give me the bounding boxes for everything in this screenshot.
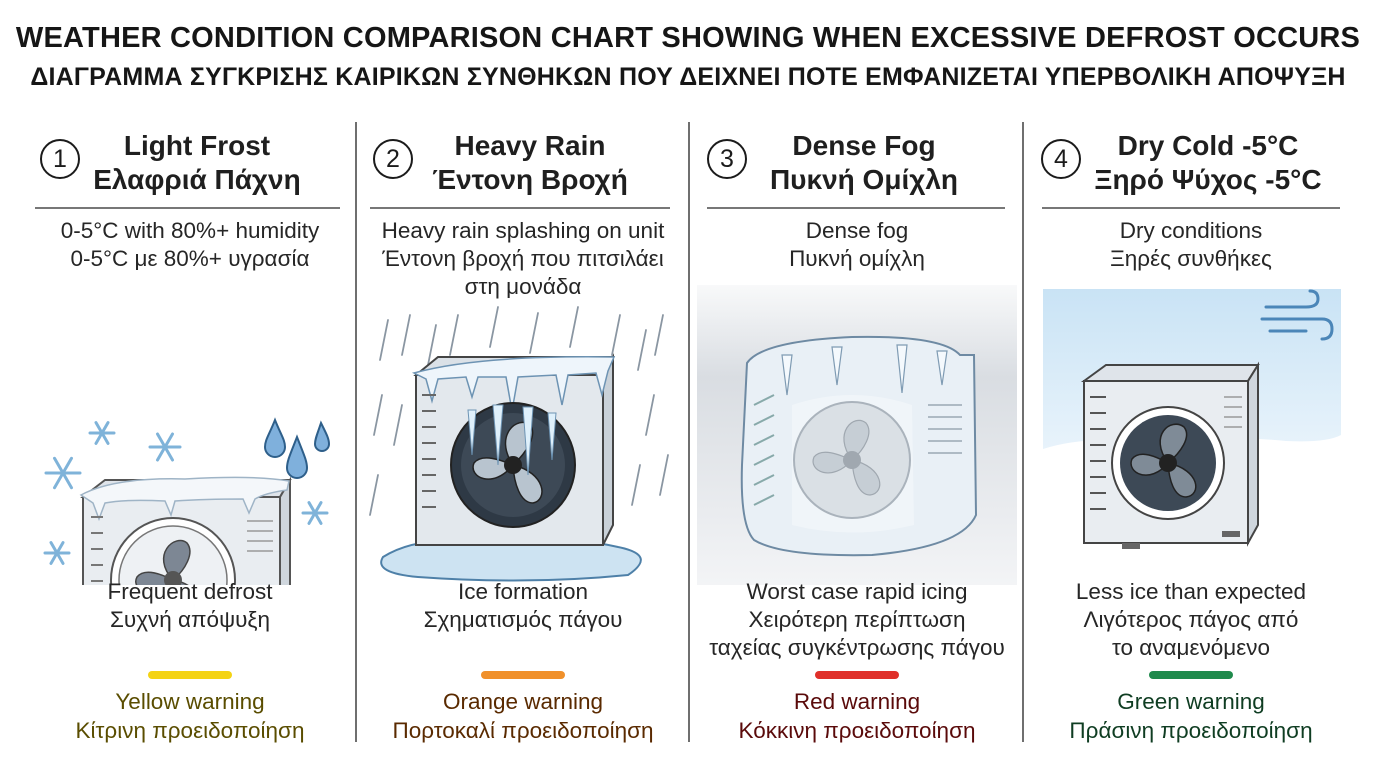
condition-text: 0-5°C with 80%+ humidity 0-5°C με 80%+ υ… xyxy=(25,217,355,273)
effect-line: Λιγότερος πάγος από xyxy=(1083,607,1299,632)
condition-line: Πυκνή ομίχλη xyxy=(789,246,925,271)
dry-cold-clean-outdoor-unit-icon xyxy=(1043,289,1341,549)
condition-line: 0-5°C με 80%+ υγρασία xyxy=(70,246,310,271)
panel-title-en: Light Frost xyxy=(123,130,271,161)
chart-title-gr: ΔΙΑΓΡΑΜΜΑ ΣΥΓΚΡΙΣΗΣ ΚΑΙΡΙΚΩΝ ΣΥΝΘΗΚΩΝ ΠΟ… xyxy=(30,63,1346,91)
panel-number-badge: 3 xyxy=(707,139,747,179)
condition-text: Dry conditions Ξηρές συνθήκες xyxy=(1026,217,1356,273)
panel-number-badge: 2 xyxy=(373,139,413,179)
panel-dry-cold: 4 Dry Cold -5°C Ξηρό Ψύχος -5°C Dry cond… xyxy=(1026,125,1356,745)
wind-icon xyxy=(1260,289,1334,341)
effect-line: ταχείας συγκέντρωσης πάγου xyxy=(709,635,1005,660)
effect-text: Ice formation Σχηματισμός πάγου xyxy=(358,578,688,634)
condition-line: Heavy rain splashing on unit xyxy=(381,218,665,243)
panel-title-gr: Έντονη Βροχή xyxy=(432,164,628,195)
panel-title: Light Frost Ελαφριά Πάχνη xyxy=(87,129,307,197)
green-warning-bar xyxy=(1149,671,1233,679)
warning-line: Yellow warning xyxy=(115,689,265,714)
light-frost-outdoor-unit-icon xyxy=(43,417,331,585)
effect-line: Less ice than expected xyxy=(1075,579,1307,604)
panel-title-gr: Πυκνή Ομίχλη xyxy=(769,164,959,195)
condition-line: Ξηρές συνθήκες xyxy=(1110,246,1272,271)
condition-text: Dense fog Πυκνή ομίχλη xyxy=(692,217,1022,273)
effect-line: το αναμενόμενο xyxy=(1111,635,1271,660)
panel-title-en: Dense Fog xyxy=(792,130,936,161)
warning-line: Πράσινη προειδοποίηση xyxy=(1069,718,1313,743)
title-rule xyxy=(35,207,340,209)
effect-line: Συχνή απόψυξη xyxy=(109,607,271,632)
panel-number-badge: 4 xyxy=(1041,139,1081,179)
warning-line: Green warning xyxy=(1117,689,1265,714)
panel-title-gr: Ξηρό Ψύχος -5°C xyxy=(1094,164,1322,195)
chart-title-en: WEATHER CONDITION COMPARISON CHART SHOWI… xyxy=(15,22,1361,54)
water-drop-icon xyxy=(263,417,331,479)
title-rule xyxy=(707,207,1005,209)
panel-heavy-rain: 2 Heavy Rain Έντονη Βροχή Heavy rain spl… xyxy=(358,125,688,745)
condition-line: Dry conditions xyxy=(1119,218,1263,243)
dense-fog-frozen-outdoor-unit-icon xyxy=(697,285,1017,585)
effect-line: Σχηματισμός πάγου xyxy=(423,607,623,632)
condition-line: Έντονη βροχή που πιτσιλάει xyxy=(382,246,664,271)
warning-line: Κόκκινη προειδοποίηση xyxy=(738,718,976,743)
column-divider xyxy=(355,122,357,742)
warning-text: Green warning Πράσινη προειδοποίηση xyxy=(1026,687,1356,745)
condition-line: 0-5°C with 80%+ humidity xyxy=(60,218,320,243)
condition-line: Dense fog xyxy=(805,218,909,243)
warning-text: Orange warning Πορτοκαλί προειδοποίηση xyxy=(358,687,688,745)
effect-line: Ice formation xyxy=(457,579,589,604)
effect-line: Worst case rapid icing xyxy=(746,579,968,604)
title-rule xyxy=(370,207,670,209)
warning-line: Red warning xyxy=(793,689,921,714)
column-divider xyxy=(688,122,690,742)
effect-text: Frequent defrost Συχνή απόψυξη xyxy=(25,578,355,634)
panel-dense-fog: 3 Dense Fog Πυκνή Ομίχλη Dense fog Πυκνή… xyxy=(692,125,1022,745)
panel-title-gr: Ελαφριά Πάχνη xyxy=(93,164,301,195)
yellow-warning-bar xyxy=(148,671,232,679)
panel-title: Heavy Rain Έντονη Βροχή xyxy=(420,129,640,197)
warning-line: Κίτρινη προειδοποίηση xyxy=(75,718,305,743)
panel-light-frost: 1 Light Frost Ελαφριά Πάχνη 0-5°C with 8… xyxy=(25,125,355,745)
title-rule xyxy=(1042,207,1340,209)
column-divider xyxy=(1022,122,1024,742)
effect-text: Less ice than expected Λιγότερος πάγος α… xyxy=(1026,578,1356,662)
effect-line: Χειρότερη περίπτωση xyxy=(748,607,966,632)
panel-title: Dense Fog Πυκνή Ομίχλη xyxy=(754,129,974,197)
panel-title: Dry Cold -5°C Ξηρό Ψύχος -5°C xyxy=(1088,129,1328,197)
warning-line: Orange warning xyxy=(442,689,604,714)
orange-warning-bar xyxy=(481,671,565,679)
effect-text: Worst case rapid icing Χειρότερη περίπτω… xyxy=(692,578,1022,662)
condition-line: στη μονάδα xyxy=(464,274,582,299)
snowflake-icon xyxy=(43,421,329,565)
panel-title-en: Heavy Rain xyxy=(454,130,606,161)
warning-text: Yellow warning Κίτρινη προειδοποίηση xyxy=(25,687,355,745)
warning-line: Πορτοκαλί προειδοποίηση xyxy=(392,718,654,743)
panel-title-en: Dry Cold -5°C xyxy=(1117,130,1299,161)
condition-text: Heavy rain splashing on unit Έντονη βροχ… xyxy=(358,217,688,301)
panel-number-badge: 1 xyxy=(40,139,80,179)
heavy-rain-iced-outdoor-unit-icon xyxy=(369,306,669,582)
effect-line: Frequent defrost xyxy=(107,579,273,604)
red-warning-bar xyxy=(815,671,899,679)
warning-text: Red warning Κόκκινη προειδοποίηση xyxy=(692,687,1022,745)
